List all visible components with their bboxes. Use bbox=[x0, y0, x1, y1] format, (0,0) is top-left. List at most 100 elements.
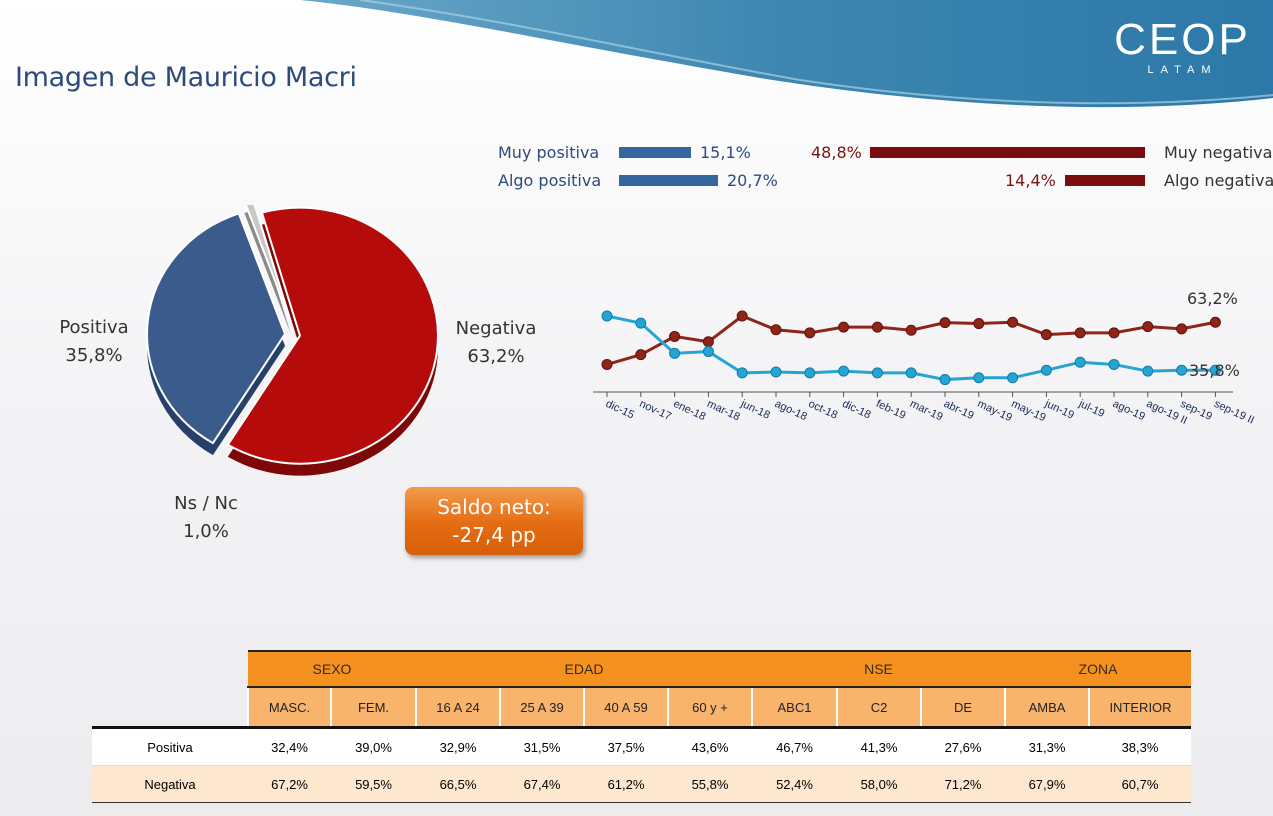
pie-chart bbox=[146, 205, 439, 476]
algo-negativa-label: Algo negativa bbox=[1164, 171, 1273, 190]
table-cell: 67,4% bbox=[500, 765, 584, 803]
data-point-negativa bbox=[770, 324, 782, 336]
pie-label-positiva-name: Positiva bbox=[59, 317, 129, 338]
table-cell: 43,6% bbox=[668, 726, 752, 766]
muy-positiva-bar bbox=[619, 147, 691, 158]
pie-label-nsnc-value: 1,0% bbox=[183, 521, 229, 542]
data-point-negativa bbox=[1176, 323, 1188, 335]
x-tick-label: oct-18 bbox=[807, 398, 840, 422]
data-point-positiva bbox=[1108, 358, 1120, 370]
col-25-39: 25 A 39 bbox=[499, 686, 584, 728]
page-title: Imagen de Mauricio Macri bbox=[15, 62, 357, 93]
table-cell: 46,7% bbox=[752, 726, 837, 766]
group-sexo: SEXO bbox=[248, 650, 416, 687]
data-point-negativa bbox=[669, 330, 681, 342]
data-point-positiva bbox=[702, 346, 714, 358]
data-point-positiva bbox=[939, 374, 951, 386]
pie-label-negativa-name: Negativa bbox=[455, 318, 537, 339]
pie-label-nsnc: Ns / Nc 1,0% bbox=[162, 490, 250, 546]
table-row: Negativa 67,2% 59,5% 66,5% 67,4% 61,2% 5… bbox=[92, 765, 1191, 803]
pie-label-positiva: Positiva 35,8% bbox=[52, 314, 136, 370]
table-cell: 31,3% bbox=[1005, 726, 1089, 766]
data-point-negativa bbox=[939, 317, 951, 329]
data-point-positiva bbox=[905, 367, 917, 379]
saldo-line2: -27,4 pp bbox=[452, 523, 536, 547]
data-point-negativa bbox=[838, 321, 850, 333]
x-tick-label: may-19 bbox=[1009, 398, 1047, 424]
table-header-row: MASC. FEM. 16 A 24 25 A 39 40 A 59 60 y … bbox=[92, 686, 1191, 728]
table-group-row: SEXO EDAD NSE ZONA bbox=[92, 650, 1191, 687]
col-16-24: 16 A 24 bbox=[415, 686, 500, 728]
data-point-positiva bbox=[1007, 372, 1019, 384]
x-tick-label: mar-18 bbox=[705, 398, 742, 424]
col-40-59: 40 A 59 bbox=[583, 686, 668, 728]
end-label-positiva: 35,8% bbox=[1189, 361, 1240, 380]
data-point-negativa bbox=[635, 349, 647, 361]
data-point-positiva bbox=[669, 347, 681, 359]
data-point-positiva bbox=[1209, 364, 1221, 376]
data-point-negativa bbox=[1108, 327, 1120, 339]
data-point-negativa bbox=[905, 324, 917, 336]
pie-label-negativa-value: 63,2% bbox=[467, 346, 525, 367]
col-c2: C2 bbox=[836, 686, 921, 728]
table-cell: 32,4% bbox=[248, 726, 331, 766]
table-row: Positiva 32,4% 39,0% 32,9% 31,5% 37,5% 4… bbox=[92, 726, 1191, 766]
pie-slice-ns-nc bbox=[244, 205, 292, 323]
pie-label-negativa: Negativa 63,2% bbox=[452, 315, 540, 371]
table-cell: 41,3% bbox=[837, 726, 921, 766]
data-point-positiva bbox=[871, 367, 883, 379]
x-tick-label: dic-15 bbox=[604, 398, 636, 422]
muy-negativa-bar bbox=[870, 147, 1145, 158]
x-tick-label: ago-18 bbox=[773, 398, 809, 423]
table-cell: 66,5% bbox=[416, 765, 500, 803]
x-tick-label: ene-18 bbox=[671, 398, 707, 423]
table-cell: 37,5% bbox=[584, 726, 668, 766]
data-point-negativa bbox=[1007, 316, 1019, 328]
logo-main-text: CEOP bbox=[1114, 15, 1251, 64]
algo-positiva-value: 20,7% bbox=[727, 171, 778, 190]
x-tick-label: ago-19 bbox=[1111, 398, 1147, 423]
x-tick-label: abr-19 bbox=[942, 398, 976, 422]
x-tick-label: may-19 bbox=[976, 398, 1014, 424]
table-cell: 67,2% bbox=[248, 765, 331, 803]
pie-slice-depth-ns-nc bbox=[244, 210, 291, 334]
data-point-positiva bbox=[601, 310, 613, 322]
data-point-positiva bbox=[736, 367, 748, 379]
col-de: DE bbox=[920, 686, 1005, 728]
muy-negativa-label: Muy negativa bbox=[1164, 143, 1273, 162]
data-point-negativa bbox=[601, 358, 613, 370]
table-cell: 39,0% bbox=[331, 726, 416, 766]
table-cell: 27,6% bbox=[921, 726, 1005, 766]
data-point-positiva bbox=[770, 366, 782, 378]
data-point-positiva bbox=[635, 317, 647, 329]
data-point-negativa bbox=[736, 310, 748, 322]
table-cell: 67,9% bbox=[1005, 765, 1089, 803]
x-tick-label: jun-19 bbox=[1042, 397, 1076, 421]
x-tick-label: dic-18 bbox=[840, 398, 872, 422]
ceop-logo: CEOP LATAM bbox=[1110, 15, 1255, 77]
col-fem: FEM. bbox=[330, 686, 416, 728]
algo-positiva-bar bbox=[619, 175, 718, 186]
col-60: 60 y + bbox=[667, 686, 752, 728]
x-tick-label: jun-18 bbox=[738, 397, 772, 421]
group-zona: ZONA bbox=[1005, 650, 1191, 687]
data-point-positiva bbox=[1040, 364, 1052, 376]
table-corner bbox=[92, 651, 248, 687]
breakdown-table: SEXO EDAD NSE ZONA MASC. FEM. 16 A 24 25… bbox=[92, 650, 1191, 803]
table-cell: 58,0% bbox=[837, 765, 921, 803]
muy-positiva-label: Muy positiva bbox=[498, 143, 600, 162]
logo-sub-text: LATAM bbox=[1147, 64, 1218, 76]
table-cell: 60,7% bbox=[1089, 765, 1191, 803]
data-point-negativa bbox=[1040, 329, 1052, 341]
data-point-positiva bbox=[973, 372, 985, 384]
series-line-negativa bbox=[606, 314, 1216, 366]
x-tick-label: mar-19 bbox=[908, 398, 945, 424]
table-cell: 38,3% bbox=[1089, 726, 1191, 766]
table-cell: 61,2% bbox=[584, 765, 668, 803]
pie-slice-negativa bbox=[226, 206, 439, 465]
table-cell: 55,8% bbox=[668, 765, 752, 803]
row-label-negativa: Negativa bbox=[92, 765, 248, 803]
table-cell: 59,5% bbox=[331, 765, 416, 803]
data-point-negativa bbox=[1209, 316, 1221, 328]
